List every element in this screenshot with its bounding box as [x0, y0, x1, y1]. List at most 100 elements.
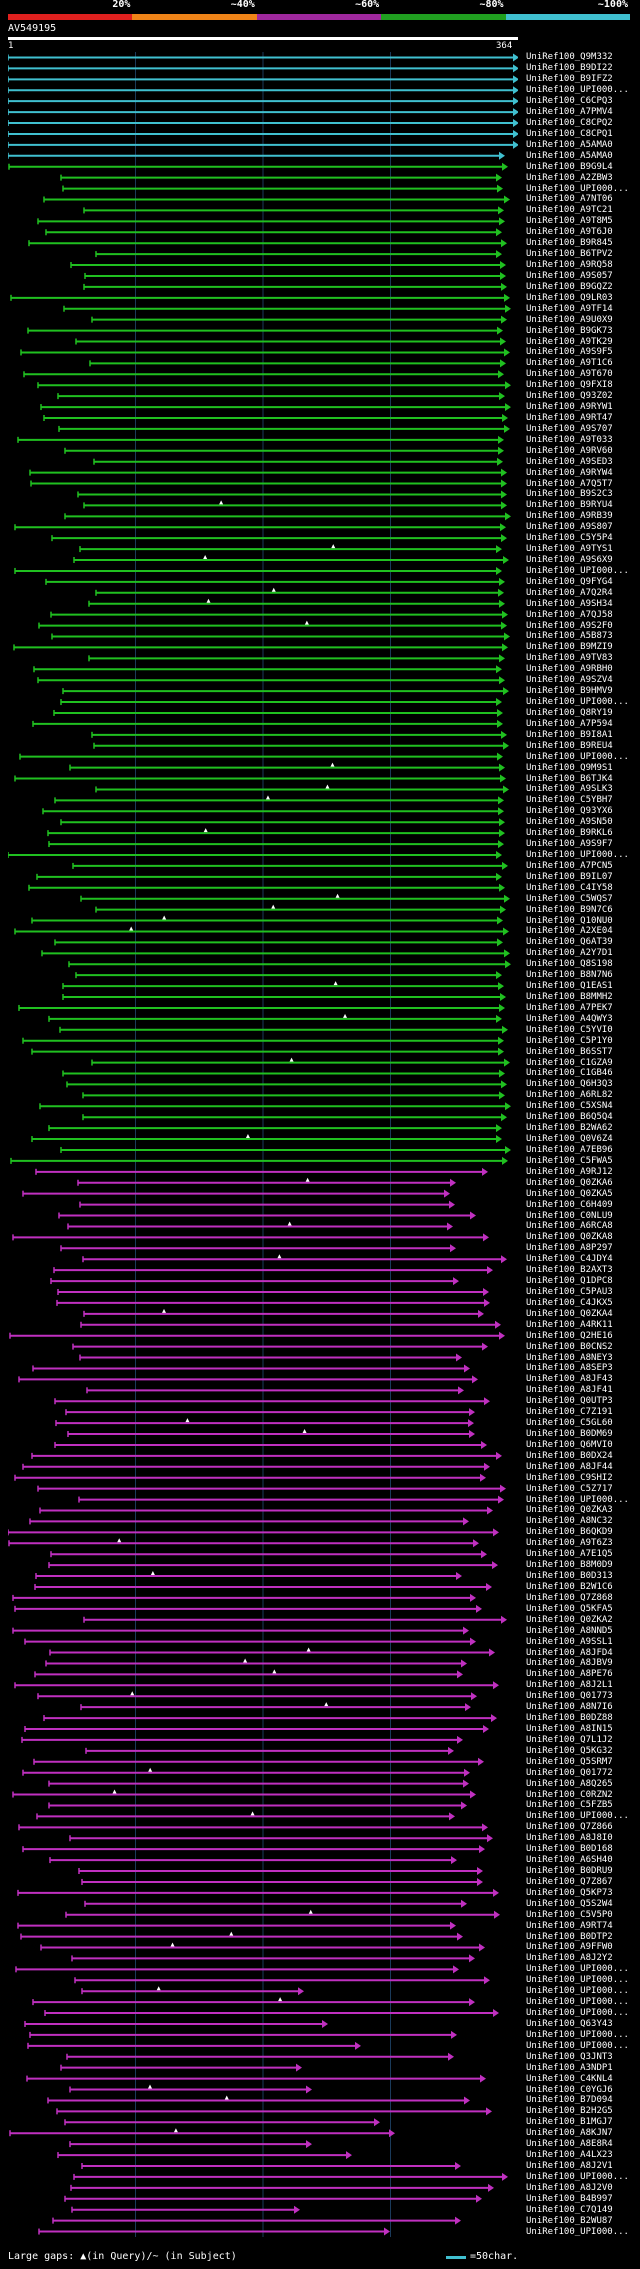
- hit-name-link[interactable]: UniRef100_B0DRU9: [526, 1866, 613, 1876]
- hit-name-link[interactable]: UniRef100_B9REU4: [526, 740, 613, 751]
- hit-name-link[interactable]: UniRef100_C5WQS7: [526, 893, 613, 904]
- hit-name-link[interactable]: UniRef100_B9GK73: [526, 325, 613, 336]
- hit-name-link[interactable]: UniRef100_B9DI22: [526, 63, 613, 74]
- hit-name-link[interactable]: UniRef100_UPI000...: [526, 2008, 629, 2019]
- hit-name-link[interactable]: UniRef100_B9N7C6: [526, 904, 613, 915]
- hit-name-link[interactable]: UniRef100_Q7Z868: [526, 1592, 613, 1603]
- hit-name-link[interactable]: UniRef100_C5P1Y0: [526, 1035, 613, 1046]
- hit-name-link[interactable]: UniRef100_Q0V6Z4: [526, 1134, 613, 1145]
- hit-name-link[interactable]: UniRef100_Q5KG32: [526, 1745, 613, 1756]
- hit-name-link[interactable]: UniRef100_C4JKX5: [526, 1297, 613, 1308]
- hit-name-link[interactable]: UniRef100_C4IY58: [526, 882, 613, 893]
- hit-name-link[interactable]: UniRef100_Q8RY19: [526, 707, 613, 718]
- hit-name-link[interactable]: UniRef100_UPI000...: [526, 1811, 629, 1822]
- hit-name-link[interactable]: UniRef100_C0NLU9: [526, 1210, 613, 1221]
- hit-name-link[interactable]: UniRef100_A9T6Z3: [526, 1538, 613, 1549]
- hit-name-link[interactable]: UniRef100_A9TC21: [526, 205, 613, 216]
- hit-name-link[interactable]: UniRef100_C5V5P0: [526, 1909, 613, 1920]
- hit-name-link[interactable]: UniRef100_B9RYU4: [526, 500, 613, 511]
- hit-name-link[interactable]: UniRef100_UPI000...: [526, 1986, 629, 1997]
- hit-name-link[interactable]: UniRef100_B0DTP2: [526, 1931, 613, 1942]
- hit-name-link[interactable]: UniRef100_C4KNL4: [526, 2073, 613, 2084]
- hit-name-link[interactable]: UniRef100_C1GB46: [526, 1068, 613, 1079]
- hit-name-link[interactable]: UniRef100_Q93Z02: [526, 391, 613, 402]
- hit-name-link[interactable]: UniRef100_A9T033: [526, 434, 613, 445]
- hit-name-link[interactable]: UniRef100_A8E8R4: [526, 2139, 613, 2150]
- hit-name-link[interactable]: UniRef100_A9S6X9: [526, 555, 613, 565]
- hit-name-link[interactable]: UniRef100_A9S9F5: [526, 347, 613, 358]
- hit-name-link[interactable]: UniRef100_A9RV60: [526, 445, 613, 456]
- hit-name-link[interactable]: UniRef100_A9U0X9: [526, 314, 613, 325]
- hit-name-link[interactable]: UniRef100_A8IN15: [526, 1723, 613, 1734]
- hit-name-link[interactable]: UniRef100_Q2HE16: [526, 1330, 613, 1341]
- hit-name-link[interactable]: UniRef100_B2WU87: [526, 2215, 613, 2226]
- hit-name-link[interactable]: UniRef100_A9T670: [526, 369, 613, 380]
- hit-name-link[interactable]: UniRef100_C6CPQ3: [526, 96, 613, 107]
- hit-name-link[interactable]: UniRef100_B9GQZ2: [526, 281, 613, 292]
- hit-name-link[interactable]: UniRef100_Q0ZKA4: [526, 1308, 613, 1319]
- hit-name-link[interactable]: UniRef100_A2ZBW3: [526, 172, 613, 183]
- hit-name-link[interactable]: UniRef100_A9S057: [526, 270, 613, 281]
- hit-name-link[interactable]: UniRef100_C5GL60: [526, 1418, 613, 1429]
- hit-name-link[interactable]: UniRef100_Q7L1J2: [526, 1734, 613, 1745]
- hit-name-link[interactable]: UniRef100_A8Q265: [526, 1778, 613, 1789]
- hit-name-link[interactable]: UniRef100_A8SEP3: [526, 1363, 613, 1374]
- hit-name-link[interactable]: UniRef100_Q1EAS1: [526, 981, 613, 992]
- hit-name-link[interactable]: UniRef100_A7Q2R4: [526, 587, 613, 598]
- hit-name-link[interactable]: UniRef100_B8MMH2: [526, 992, 613, 1002]
- hit-name-link[interactable]: UniRef100_A9RYW4: [526, 467, 613, 478]
- hit-name-link[interactable]: UniRef100_B9G9L4: [526, 161, 613, 172]
- hit-name-link[interactable]: UniRef100_Q8S198: [526, 959, 613, 970]
- hit-name-link[interactable]: UniRef100_A8NEY3: [526, 1352, 613, 1363]
- hit-name-link[interactable]: UniRef100_A9TYS1: [526, 544, 613, 555]
- hit-name-link[interactable]: UniRef100_C8CPQ2: [526, 118, 613, 128]
- hit-name-link[interactable]: UniRef100_B6TJK4: [526, 773, 613, 784]
- hit-name-link[interactable]: UniRef100_A5AMA0: [526, 139, 613, 150]
- hit-name-link[interactable]: UniRef100_A9FFW0: [526, 1942, 613, 1953]
- hit-name-link[interactable]: UniRef100_A9RBH0: [526, 664, 613, 675]
- hit-name-link[interactable]: UniRef100_A9S9F7: [526, 839, 613, 850]
- hit-name-link[interactable]: UniRef100_A9T1C6: [526, 358, 613, 369]
- hit-name-link[interactable]: UniRef100_B9HMV9: [526, 686, 613, 697]
- hit-name-link[interactable]: UniRef100_Q9FYG4: [526, 576, 613, 587]
- hit-name-link[interactable]: UniRef100_B4B997: [526, 2193, 613, 2204]
- hit-name-link[interactable]: UniRef100_A9RT74: [526, 1920, 613, 1931]
- hit-name-link[interactable]: UniRef100_Q93YX6: [526, 806, 613, 817]
- hit-name-link[interactable]: UniRef100_UPI000...: [526, 849, 629, 860]
- hit-name-link[interactable]: UniRef100_C5YBH7: [526, 795, 613, 806]
- hit-name-link[interactable]: UniRef100_A8KJN7: [526, 2128, 613, 2139]
- hit-name-link[interactable]: UniRef100_A8J2V1: [526, 2160, 613, 2171]
- hit-name-link[interactable]: UniRef100_Q6AT39: [526, 937, 613, 948]
- hit-name-link[interactable]: UniRef100_A9RJ12: [526, 1166, 613, 1177]
- hit-name-link[interactable]: UniRef100_B6Q5Q4: [526, 1112, 613, 1123]
- hit-name-link[interactable]: UniRef100_UPI000...: [526, 751, 629, 762]
- hit-name-link[interactable]: UniRef100_UPI000...: [526, 2226, 629, 2237]
- hit-name-link[interactable]: UniRef100_C6H409: [526, 1199, 613, 1210]
- hit-name-link[interactable]: UniRef100_A6RCA8: [526, 1221, 613, 1232]
- hit-name-link[interactable]: UniRef100_A7PEK7: [526, 1002, 613, 1013]
- hit-name-link[interactable]: UniRef100_B2H2G5: [526, 2106, 613, 2117]
- hit-name-link[interactable]: UniRef100_A9RYW1: [526, 402, 613, 413]
- hit-name-link[interactable]: UniRef100_A8NND5: [526, 1625, 613, 1636]
- hit-name-link[interactable]: UniRef100_A7P594: [526, 718, 613, 729]
- hit-name-link[interactable]: UniRef100_C8CPQ1: [526, 128, 613, 139]
- hit-name-link[interactable]: UniRef100_A9RB39: [526, 511, 613, 522]
- hit-name-link[interactable]: UniRef100_B9IL07: [526, 871, 613, 882]
- hit-name-link[interactable]: UniRef100_A9TF14: [526, 303, 613, 314]
- hit-name-link[interactable]: UniRef100_A9S807: [526, 522, 613, 533]
- hit-name-link[interactable]: UniRef100_A9T6J0: [526, 227, 613, 238]
- hit-name-link[interactable]: UniRef100_Q0ZKA6: [526, 1177, 613, 1188]
- hit-name-link[interactable]: UniRef100_B0CNS2: [526, 1341, 613, 1352]
- hit-name-link[interactable]: UniRef100_A9SLK3: [526, 784, 613, 795]
- hit-name-link[interactable]: UniRef100_A4QWY3: [526, 1013, 613, 1024]
- hit-name-link[interactable]: UniRef100_UPI000...: [526, 1964, 629, 1975]
- hit-name-link[interactable]: UniRef100_Q0UTP3: [526, 1396, 613, 1407]
- hit-name-link[interactable]: UniRef100_C0RZN2: [526, 1789, 613, 1800]
- hit-name-link[interactable]: UniRef100_Q0ZKA2: [526, 1614, 613, 1625]
- hit-name-link[interactable]: UniRef100_A8J8I0: [526, 1833, 613, 1844]
- hit-name-link[interactable]: UniRef100_Q0ZKA8: [526, 1232, 613, 1243]
- hit-name-link[interactable]: UniRef100_A2XE04: [526, 926, 613, 937]
- hit-name-link[interactable]: UniRef100_A8NC32: [526, 1516, 613, 1527]
- hit-name-link[interactable]: UniRef100_A8JF41: [526, 1385, 613, 1396]
- hit-name-link[interactable]: UniRef100_A2Y7D1: [526, 948, 613, 959]
